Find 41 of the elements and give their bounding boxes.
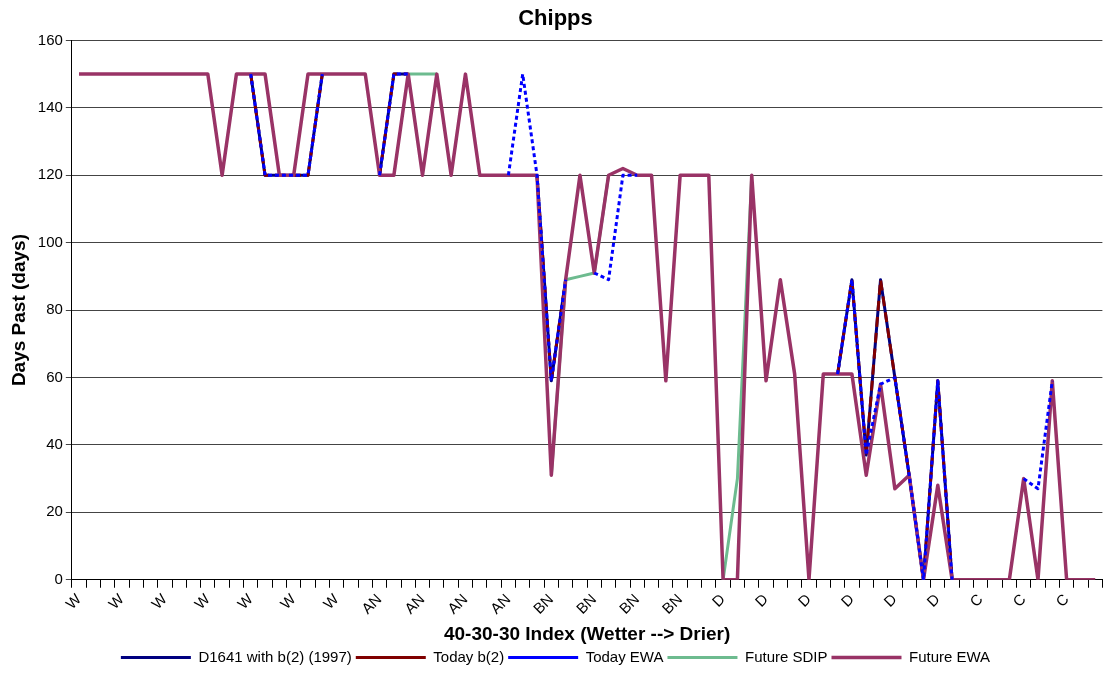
x-tick-label: AN [486,590,514,617]
x-axis-title: 40-30-30 Index (Wetter --> Drier) [443,622,731,644]
x-tick-label: BN [658,590,686,617]
x-tick-label: D [794,590,815,610]
y-tick-label: 60 [46,367,63,385]
y-tick-label: 120 [37,165,63,183]
y-axis-title: Days Past (days) [7,234,29,387]
x-tick-label: W [276,589,300,613]
x-tick-label: W [190,589,214,613]
x-tick-label: W [104,589,128,613]
x-tick-label: D [708,590,729,610]
x-tick-label: W [233,589,257,613]
x-tick-label: D [923,590,943,610]
legend-label: Today EWA [585,647,664,665]
x-tick-label: AN [400,590,428,617]
x-tick-label: D [837,590,858,610]
x-tick-label: BN [572,590,600,617]
legend-label: D1641 with b(2) (1997) [198,647,352,665]
x-tick-label: D [880,590,901,610]
x-tick-label: W [319,589,343,613]
y-tick-label: 100 [37,232,63,250]
legend-label: Today b(2) [433,647,505,665]
legend-label: Future EWA [908,647,991,665]
x-tick-label: W [147,589,171,613]
y-tick-label: 160 [37,30,63,48]
x-tick-label: C [1051,590,1072,610]
x-tick-label: C [1009,590,1029,610]
x-tick-label: W [61,589,85,613]
x-tick-label: AN [443,590,471,617]
x-tick-label: AN [357,590,385,617]
y-tick-label: 0 [54,569,63,587]
x-tick-label: BN [615,590,643,617]
x-tick-label: D [751,590,772,610]
x-tick-label: C [966,590,986,610]
legend-label: Future SDIP [744,647,828,665]
y-tick-label: 140 [37,97,63,115]
chart-title: Chipps [518,5,593,31]
x-tick-label: BN [529,590,557,617]
y-tick-label: 20 [46,502,63,520]
y-tick-label: 40 [46,435,63,453]
y-tick-label: 80 [46,300,63,318]
